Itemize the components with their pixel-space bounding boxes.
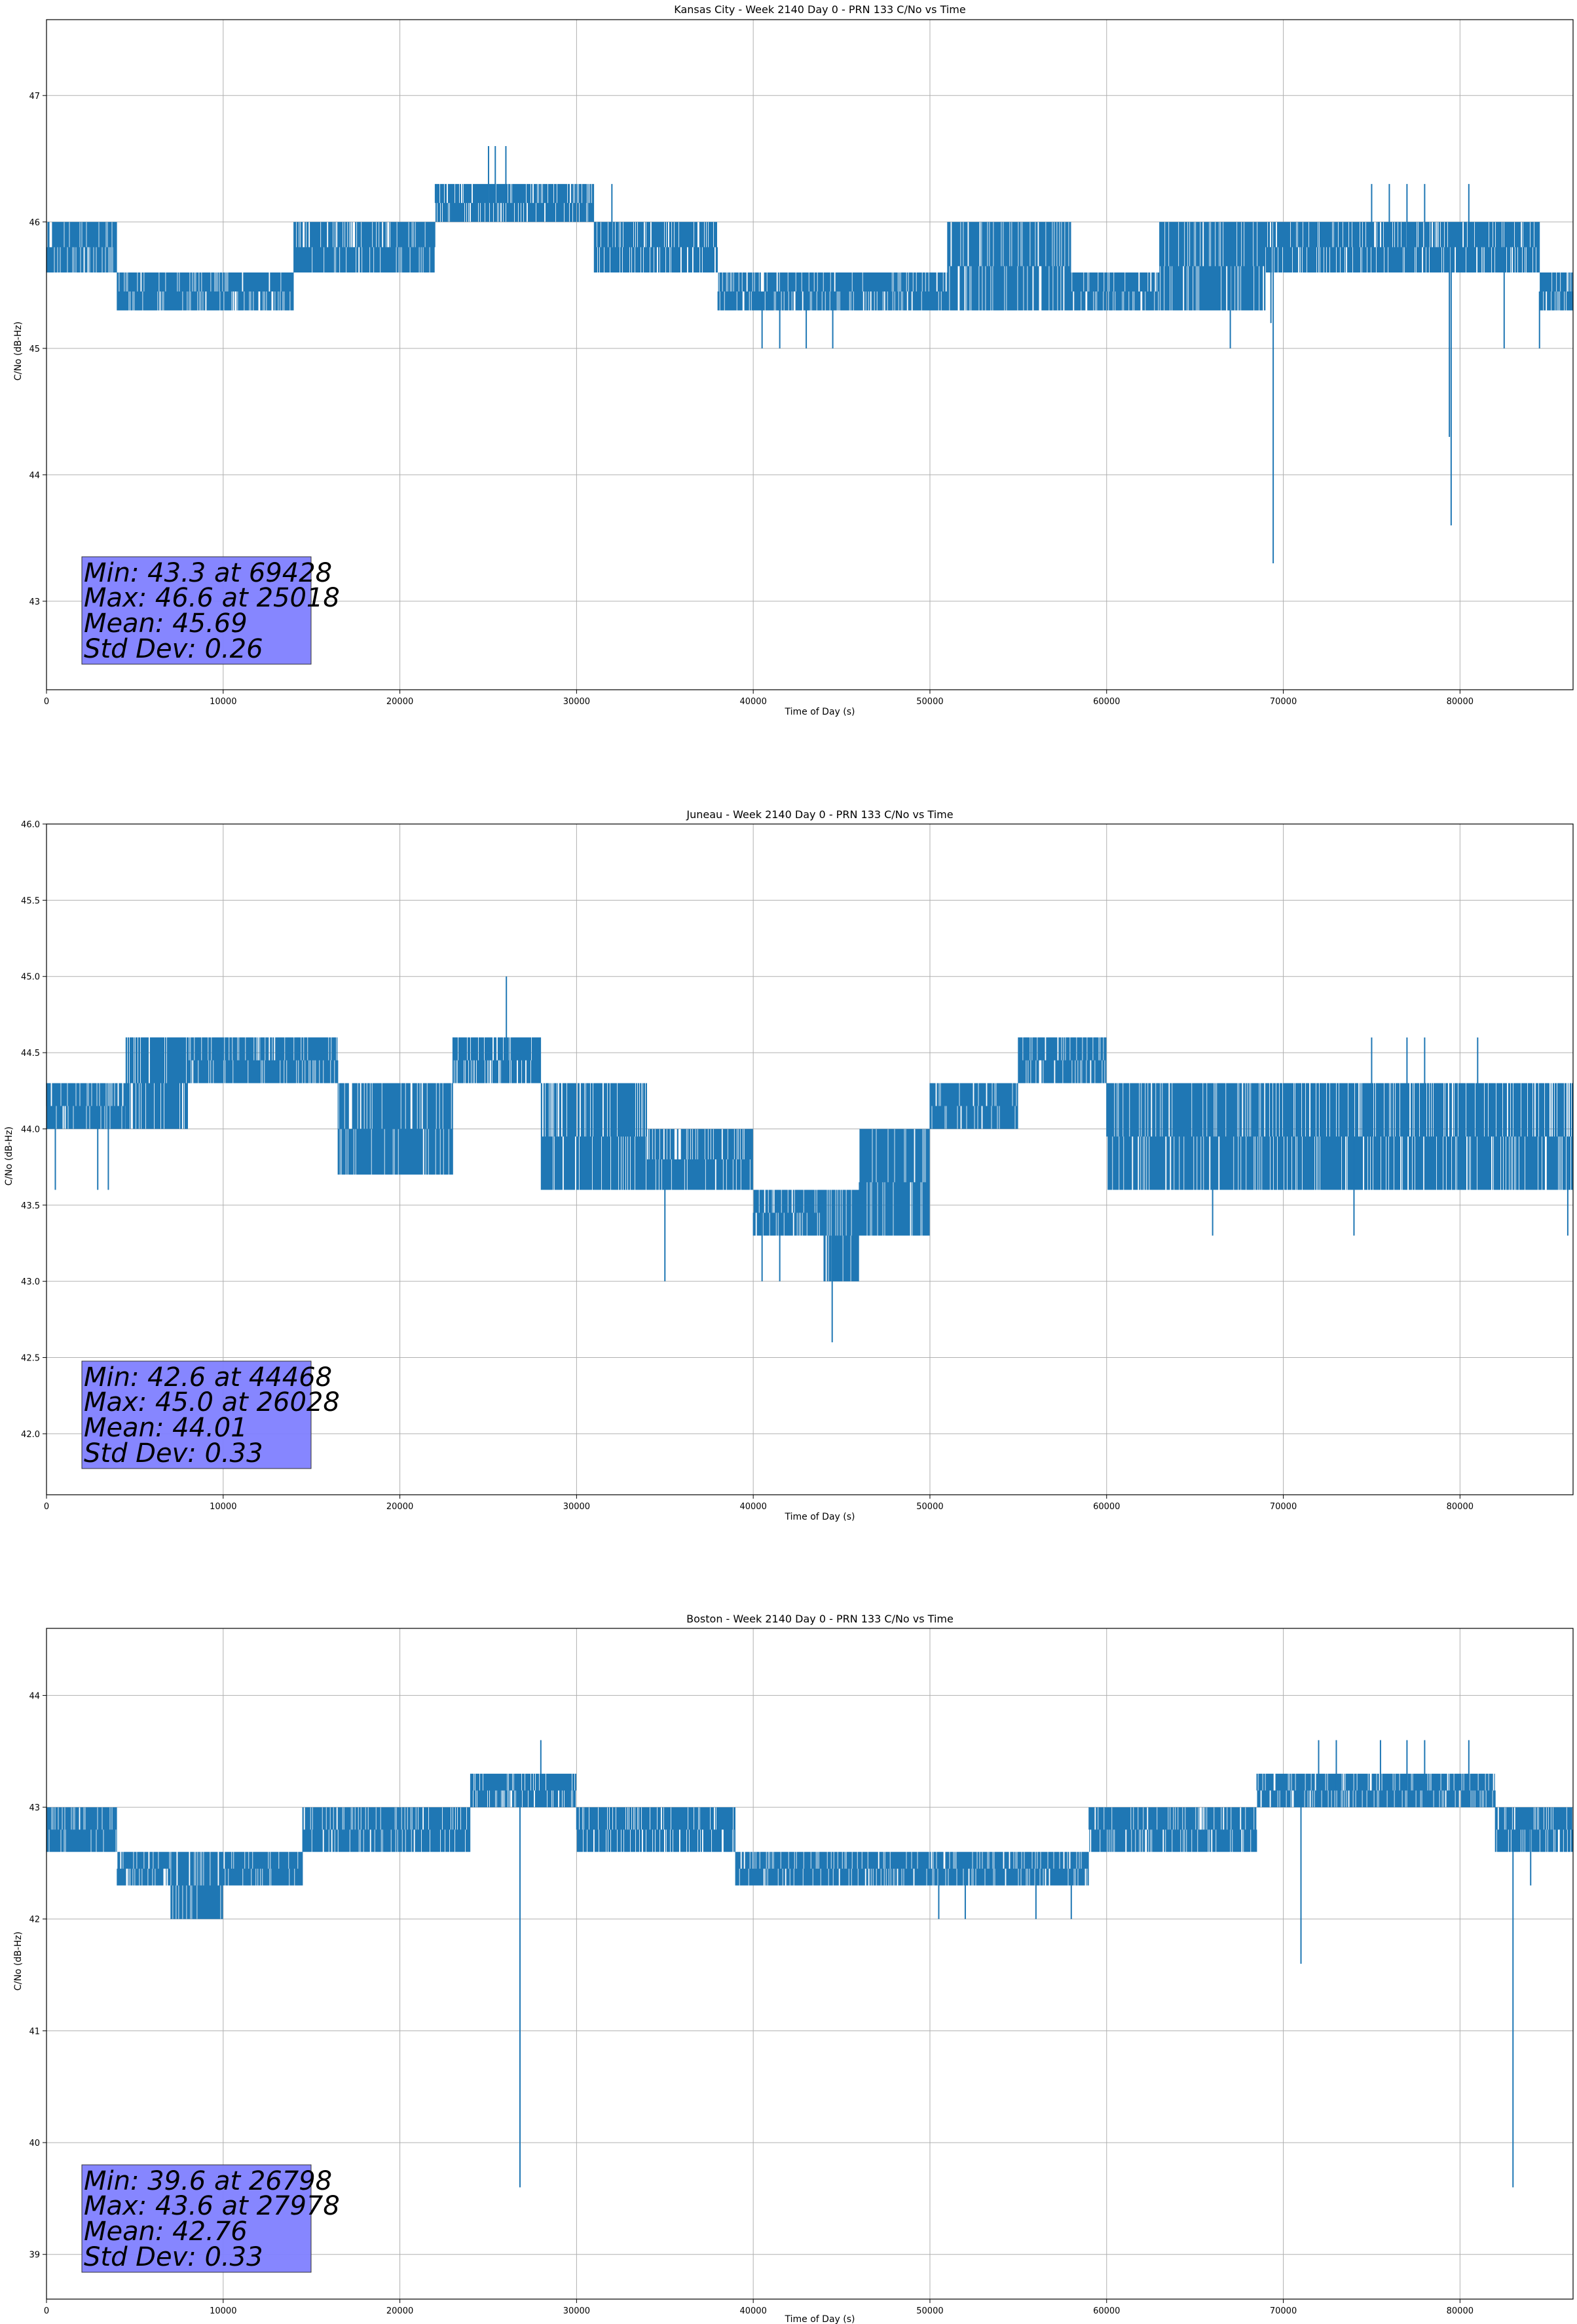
y-tick-label: 45.5 xyxy=(21,896,40,906)
chart-panel-juneau: Juneau - Week 2140 Day 0 - PRN 133 C/No … xyxy=(4,808,1574,1522)
y-tick-label: 44 xyxy=(29,1691,40,1701)
y-tick-label: 44.5 xyxy=(21,1049,40,1059)
stats-mean: Mean: 42.76 xyxy=(84,2217,248,2247)
x-tick-label: 40000 xyxy=(739,697,766,707)
axes-frame xyxy=(46,1628,1574,2300)
x-tick-label: 0 xyxy=(44,2306,49,2316)
stats-min: Min: 43.3 at 69428 xyxy=(84,558,332,588)
x-tick-label: 10000 xyxy=(210,2306,236,2316)
x-tick-label: 80000 xyxy=(1447,1502,1474,1512)
x-tick-label: 60000 xyxy=(1093,1502,1120,1512)
y-axis-label: C/No (dB-Hz) xyxy=(4,1127,14,1186)
y-tick-label: 39 xyxy=(29,2251,40,2260)
y-tick-label: 46 xyxy=(29,218,40,228)
x-axis-label: Time of Day (s) xyxy=(785,707,855,717)
x-tick-label: 10000 xyxy=(210,697,236,707)
y-tick-label: 42.5 xyxy=(21,1354,40,1364)
y-tick-label: 44.0 xyxy=(21,1125,40,1134)
x-axis-label: Time of Day (s) xyxy=(785,1512,855,1522)
y-axis-label: C/No (dB-Hz) xyxy=(13,322,24,381)
x-tick-label: 60000 xyxy=(1093,697,1120,707)
x-tick-label: 20000 xyxy=(386,1502,413,1512)
x-tick-label: 0 xyxy=(44,697,49,707)
axes-frame xyxy=(46,19,1574,690)
y-tick-label: 46.0 xyxy=(21,820,40,830)
x-tick-label: 40000 xyxy=(739,1502,766,1512)
x-tick-label: 30000 xyxy=(563,2306,590,2316)
axes-frame xyxy=(46,823,1574,1495)
plot-area: 0 10000 20000 30000 40000 50000 60000 70000 8000… xyxy=(29,19,1574,707)
y-tick-label: 41 xyxy=(29,2027,40,2036)
y-tick-label: 47 xyxy=(29,92,40,102)
stats-stddev: Std Dev: 0.33 xyxy=(84,2242,263,2272)
stats-stddev: Std Dev: 0.26 xyxy=(84,634,263,664)
x-tick-label: 80000 xyxy=(1447,697,1474,707)
x-tick-label: 0 xyxy=(44,1502,49,1512)
chart-title: Boston - Week 2140 Day 0 - PRN 133 C/No … xyxy=(686,1613,954,1625)
chart-panel-boston: Boston - Week 2140 Day 0 - PRN 133 C/No … xyxy=(13,1613,1574,2324)
stats-mean: Mean: 44.01 xyxy=(84,1413,248,1443)
stats-max: Max: 45.0 at 26028 xyxy=(84,1387,340,1417)
x-axis-label: Time of Day (s) xyxy=(785,2314,855,2324)
stats-mean: Mean: 45.69 xyxy=(84,609,248,639)
x-tick-label: 70000 xyxy=(1270,1502,1297,1512)
y-tick-label: 43.0 xyxy=(21,1277,40,1287)
y-tick-label: 43.5 xyxy=(21,1201,40,1211)
stats-max: Max: 46.6 at 25018 xyxy=(84,583,340,613)
x-tick-label: 70000 xyxy=(1270,2306,1297,2316)
y-axis-label: C/No (dB-Hz) xyxy=(13,1932,24,1991)
stats-box xyxy=(81,1360,312,1469)
x-tick-label: 30000 xyxy=(563,1502,590,1512)
x-tick-label: 50000 xyxy=(916,2306,943,2316)
stats-min: Min: 39.6 at 26798 xyxy=(84,2166,332,2196)
stats-stddev: Std Dev: 0.33 xyxy=(84,1438,263,1469)
y-tick-label: 45.0 xyxy=(21,973,40,983)
y-tick-label: 43 xyxy=(29,1803,40,1813)
chart-title: Kansas City - Week 2140 Day 0 - PRN 133 … xyxy=(674,3,965,16)
x-tick-label: 50000 xyxy=(916,697,943,707)
x-tick-label: 20000 xyxy=(386,697,413,707)
x-tick-label: 80000 xyxy=(1447,2306,1474,2316)
stats-box xyxy=(81,2164,312,2273)
x-tick-label: 70000 xyxy=(1270,697,1297,707)
y-tick-label: 44 xyxy=(29,471,40,481)
x-tick-label: 30000 xyxy=(563,697,590,707)
x-tick-label: 20000 xyxy=(386,2306,413,2316)
x-tick-label: 60000 xyxy=(1093,2306,1120,2316)
chart-panel-kansas-city: Kansas City - Week 2140 Day 0 - PRN 133 … xyxy=(13,3,1574,717)
y-tick-label: 40 xyxy=(29,2139,40,2148)
plot-area: 0 10000 20000 30000 40000 50000 60000 70000 8000… xyxy=(29,1628,1574,2316)
y-tick-label: 42 xyxy=(29,1915,40,1925)
stats-min: Min: 42.6 at 44468 xyxy=(84,1362,332,1393)
y-tick-label: 45 xyxy=(29,345,40,354)
y-tick-label: 42.0 xyxy=(21,1430,40,1440)
stats-max: Max: 43.6 at 27978 xyxy=(84,2191,340,2221)
plot-area: 0 10000 20000 30000 40000 50000 60000 70000 8000… xyxy=(21,820,1574,1512)
y-tick-label: 43 xyxy=(29,597,40,607)
x-tick-label: 10000 xyxy=(210,1502,236,1512)
x-tick-label: 50000 xyxy=(916,1502,943,1512)
x-tick-label: 40000 xyxy=(739,2306,766,2316)
chart-title: Juneau - Week 2140 Day 0 - PRN 133 C/No … xyxy=(686,808,953,821)
stats-box xyxy=(81,556,312,665)
